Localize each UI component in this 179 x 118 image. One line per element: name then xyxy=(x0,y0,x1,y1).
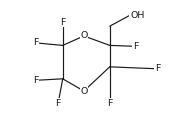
Text: F: F xyxy=(55,99,61,108)
Text: F: F xyxy=(107,99,112,108)
Text: F: F xyxy=(60,18,65,27)
Text: F: F xyxy=(133,42,138,51)
Text: F: F xyxy=(33,76,38,85)
Text: F: F xyxy=(155,64,160,73)
Text: OH: OH xyxy=(130,11,144,20)
Text: O: O xyxy=(80,86,88,96)
Text: F: F xyxy=(33,38,38,47)
Text: O: O xyxy=(80,32,88,40)
